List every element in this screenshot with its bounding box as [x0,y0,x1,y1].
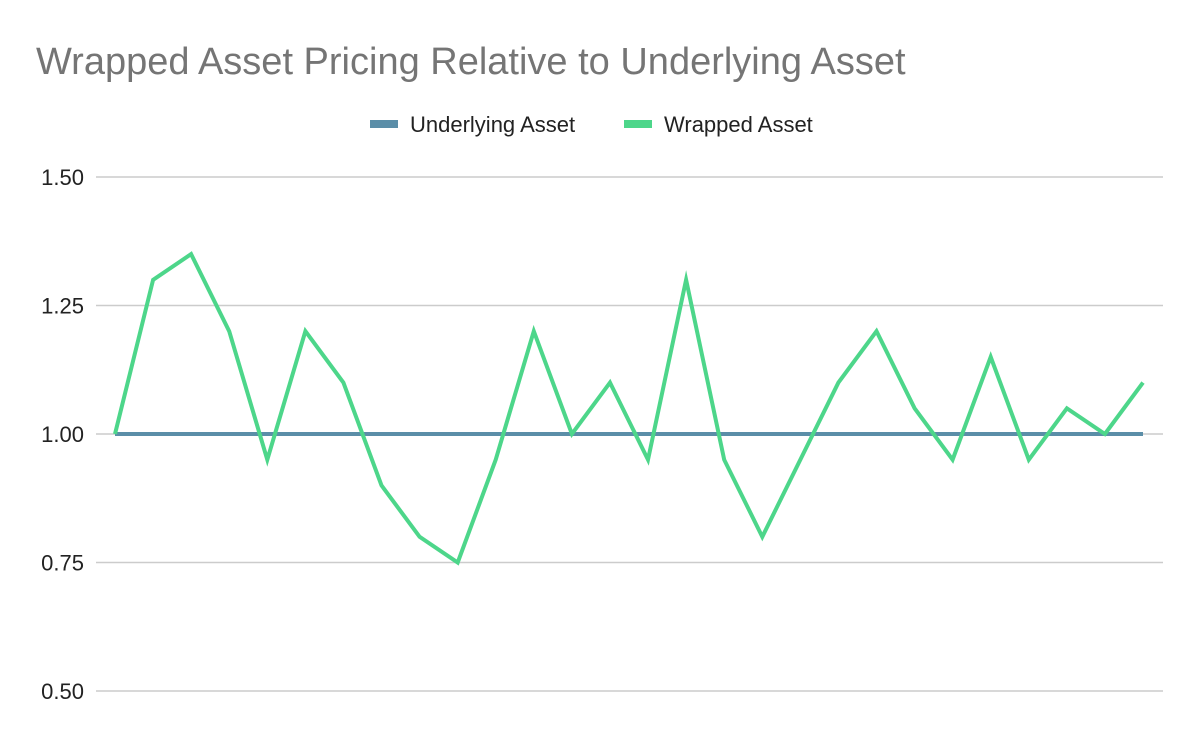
legend-label: Underlying Asset [410,112,575,137]
chart-title: Wrapped Asset Pricing Relative to Underl… [36,41,906,83]
y-tick-label: 0.75 [41,551,84,576]
legend-swatch [370,120,398,128]
y-tick-label: 1.00 [41,422,84,447]
y-tick-label: 1.25 [41,294,84,319]
legend-item: Underlying Asset [370,112,575,137]
y-tick-label: 1.50 [41,165,84,190]
series-line-wrapped-asset [113,251,1145,566]
series-lines [113,251,1145,566]
legend: Underlying Asset Wrapped Asset [370,112,813,137]
legend-swatch [624,120,652,128]
legend-item: Wrapped Asset [624,112,813,137]
y-axis: 0.50 0.75 1.00 1.25 1.50 [41,165,84,704]
y-tick-label: 0.50 [41,679,84,704]
legend-label: Wrapped Asset [664,112,813,137]
